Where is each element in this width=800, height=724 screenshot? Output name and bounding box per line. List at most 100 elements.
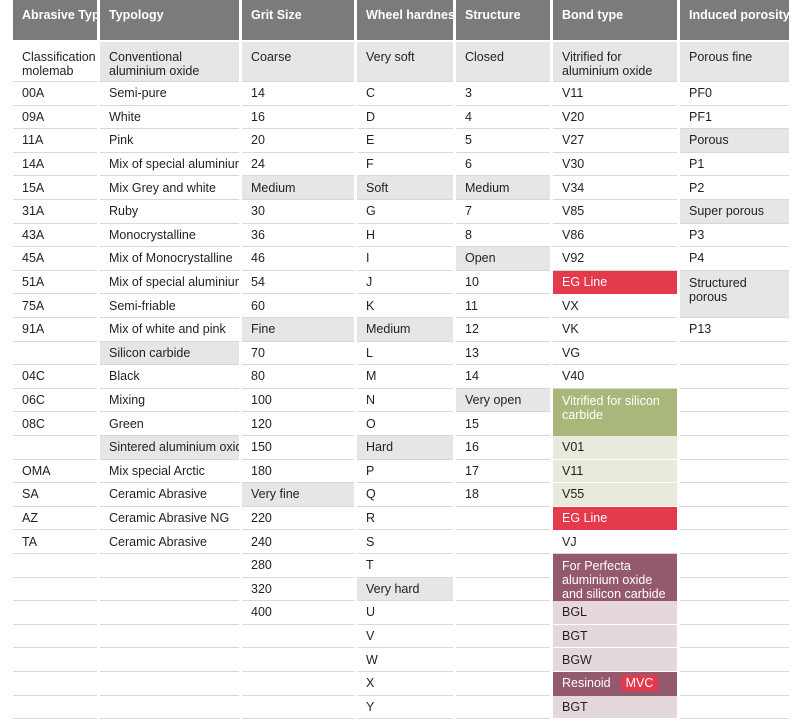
wheel-hardness-cell: R — [357, 507, 453, 531]
typology-cell — [100, 648, 239, 672]
bond-type-label: VJ — [562, 534, 577, 549]
induced-porosity-cell — [680, 507, 789, 531]
induced-porosity-cell — [680, 648, 789, 672]
grit-size-cell — [242, 625, 354, 649]
grit-size-cell: 400 — [242, 601, 354, 625]
bond-type-label: EG Line — [562, 511, 608, 526]
typology-cell — [100, 672, 239, 696]
typology-cell — [100, 696, 239, 720]
bond-type-cell: V11 — [553, 82, 677, 106]
bond-type-label: V01 — [562, 440, 585, 455]
induced-porosity-cell: P3 — [680, 224, 789, 248]
typology-cell — [100, 554, 239, 578]
wheel-hardness-cell: P — [357, 460, 453, 484]
structure-cell: Open — [456, 247, 550, 271]
bond-type-label: VK — [562, 322, 579, 337]
abrasive-type-cell: 04C — [13, 365, 97, 389]
subheader-wheel-hardness: Very soft — [357, 42, 453, 82]
bond-type-cell: BGT — [553, 695, 677, 720]
bond-type-cell: V01 — [553, 436, 677, 460]
subheader-induced-porosity: Porous fine — [680, 42, 789, 82]
grit-size-cell: 240 — [242, 530, 354, 554]
structure-cell: Very open — [456, 388, 550, 413]
wheel-hardness-cell: W — [357, 648, 453, 672]
header-wheel-hardness: Wheel hardness — [357, 0, 453, 40]
induced-porosity-cell: Super porous — [680, 200, 789, 224]
bond-type-label: V11 — [562, 463, 584, 478]
structure-cell: Medium — [456, 176, 550, 200]
grit-size-cell: 120 — [242, 412, 354, 436]
bond-type-cell: VK — [553, 318, 677, 342]
grit-size-cell: 320 — [242, 578, 354, 602]
wheel-hardness-cell: C — [357, 82, 453, 106]
structure-cell — [456, 554, 550, 578]
mvc-badge: MVC — [620, 675, 659, 692]
bond-type-label: BGL — [562, 605, 588, 620]
wheel-hardness-cell: Y — [357, 696, 453, 720]
structure-cell: 12 — [456, 318, 550, 342]
grit-size-cell: 46 — [242, 247, 354, 271]
bond-type-cell: BGW — [553, 648, 677, 672]
wheel-hardness-cell: H — [357, 224, 453, 248]
induced-porosity-cell — [680, 625, 789, 649]
structure-cell: 15 — [456, 412, 550, 436]
typology-cell: Mixing — [100, 389, 239, 413]
typology-cell: Mix of special aluminium — [100, 271, 239, 295]
structure-cell: 7 — [456, 200, 550, 224]
bond-type-cell: V55 — [553, 483, 677, 507]
induced-porosity-cell — [680, 436, 789, 460]
structure-cell: 11 — [456, 294, 550, 318]
grit-size-cell: 70 — [242, 342, 354, 366]
bond-type-label: BGT — [562, 629, 588, 644]
wheel-hardness-cell: J — [357, 271, 453, 295]
wheel-hardness-cell: M — [357, 365, 453, 389]
structure-cell: 10 — [456, 271, 550, 295]
abrasive-type-cell — [13, 625, 97, 649]
typology-cell: Pink — [100, 129, 239, 153]
grit-size-cell — [242, 696, 354, 720]
abrasive-type-cell: 31A — [13, 200, 97, 224]
header-typology: Typology — [100, 0, 239, 40]
bond-type-cell: V30 — [553, 153, 677, 177]
subheader-structure: Closed — [456, 42, 550, 82]
wheel-hardness-cell: Q — [357, 483, 453, 507]
header-structure: Structure — [456, 0, 550, 40]
typology-cell: White — [100, 106, 239, 130]
structure-cell: 16 — [456, 436, 550, 460]
induced-porosity-cell — [680, 696, 789, 720]
structure-cell: 18 — [456, 483, 550, 507]
grit-size-cell: 100 — [242, 389, 354, 413]
bond-type-cell: V20 — [553, 106, 677, 130]
induced-porosity-cell: PF1 — [680, 106, 789, 130]
wheel-hardness-cell: O — [357, 412, 453, 436]
induced-porosity-cell — [680, 460, 789, 484]
abrasive-type-cell: 09A — [13, 106, 97, 130]
header-grit-size: Grit Size — [242, 0, 354, 40]
structure-cell — [456, 696, 550, 720]
induced-porosity-cell: Porous — [680, 129, 789, 153]
grit-size-cell: 16 — [242, 106, 354, 130]
abrasive-type-cell: 15A — [13, 176, 97, 200]
abrasive-type-cell — [13, 554, 97, 578]
bond-type-label: V20 — [562, 109, 585, 124]
abrasive-type-cell — [13, 672, 97, 696]
structure-cell: 6 — [456, 153, 550, 177]
header-bond-type: Bond type — [553, 0, 677, 40]
typology-cell: Sintered aluminium oxide — [100, 436, 239, 460]
structure-cell: 14 — [456, 365, 550, 389]
abrasive-type-cell: 08C — [13, 412, 97, 436]
bond-type-cell: VG — [553, 342, 677, 366]
induced-porosity-cell — [680, 530, 789, 554]
induced-porosity-cell: P13 — [680, 318, 789, 342]
induced-porosity-cell — [680, 412, 789, 436]
abrasive-type-cell: AZ — [13, 507, 97, 531]
bond-type-label: V30 — [562, 157, 585, 172]
grit-size-cell — [242, 648, 354, 672]
bond-type-label: EG Line — [562, 275, 608, 290]
typology-cell: Silicon carbide — [100, 341, 239, 366]
induced-porosity-cell: P1 — [680, 153, 789, 177]
wheel-hardness-cell: U — [357, 601, 453, 625]
typology-cell: Monocrystalline — [100, 224, 239, 248]
bond-type-label: V55 — [562, 487, 585, 502]
